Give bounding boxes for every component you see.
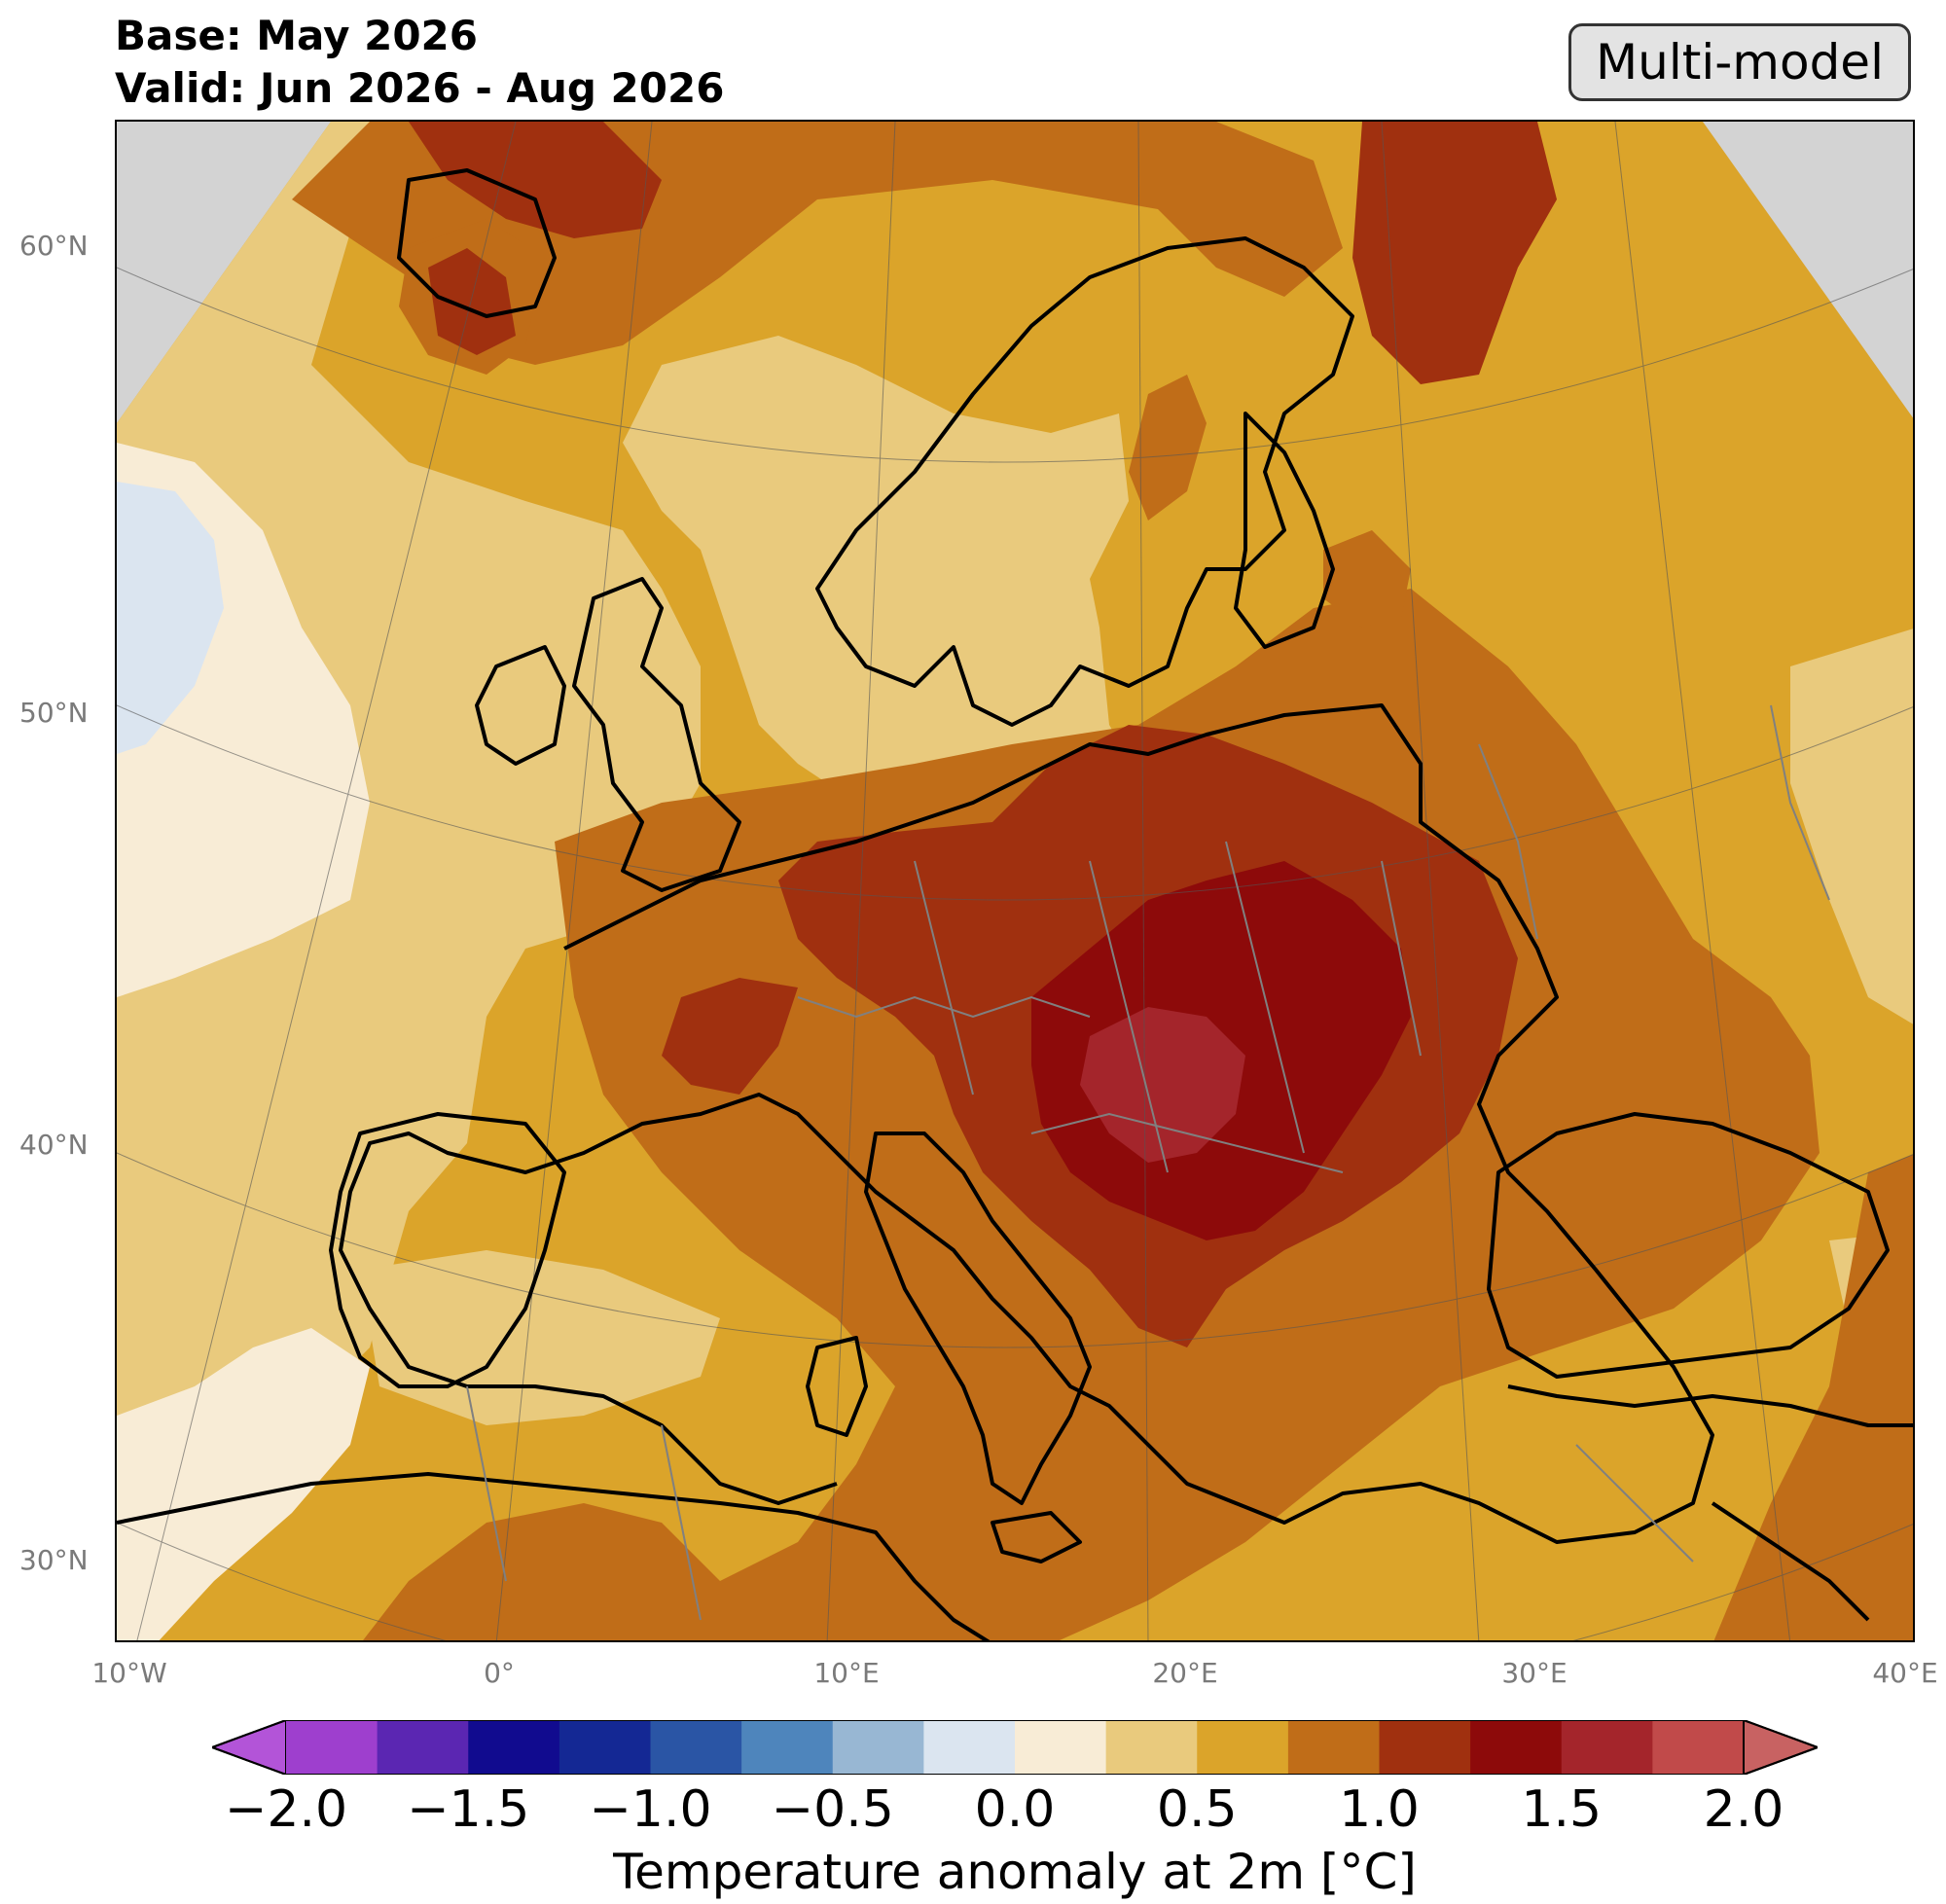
colorbar-tick-label: 2.0 xyxy=(1703,1780,1784,1839)
anomaly-map xyxy=(115,120,1915,1642)
colorbar-bin xyxy=(1015,1720,1107,1775)
lon-label-10w: 10°W xyxy=(91,1657,167,1689)
continent-coast xyxy=(339,703,1714,1544)
anomaly-0.25-east xyxy=(1790,629,1913,1024)
out-of-domain-ne xyxy=(1703,122,1913,418)
colorbar-bin xyxy=(377,1720,469,1775)
colorbar-bin xyxy=(468,1720,560,1775)
east-coast-segment xyxy=(1711,1501,1870,1622)
anomaly-0.0-iberia-west xyxy=(117,1328,370,1640)
colorbar-bin xyxy=(1470,1720,1563,1775)
colorbar-tick-label: −2.0 xyxy=(224,1780,348,1839)
colorbar-bin xyxy=(1652,1720,1745,1775)
colorbar-bin xyxy=(741,1720,834,1775)
colorbar-tick-label: 1.5 xyxy=(1521,1780,1603,1839)
lon-label-0: 0° xyxy=(484,1657,515,1689)
anomaly-1.0-france xyxy=(662,978,798,1095)
anomaly-neg0.25-atlantic xyxy=(117,482,224,754)
valid-period-label: Valid: Jun 2026 - Aug 2026 xyxy=(115,64,725,112)
lat-label-60n: 60°N xyxy=(19,230,89,262)
lat-label-30n: 30°N xyxy=(19,1544,89,1576)
colorbar-bin xyxy=(650,1720,742,1775)
anomaly-1.75-hungary xyxy=(1080,1007,1245,1163)
colorbar-bin xyxy=(1561,1720,1653,1775)
anomaly-0.25-west-atlantic xyxy=(117,122,701,1562)
north-africa-coast xyxy=(117,1472,991,1640)
finland-coast xyxy=(1234,412,1335,649)
base-date-label: Base: May 2026 xyxy=(115,12,478,59)
lat-label-40n: 40°N xyxy=(19,1129,89,1161)
colorbar-bin xyxy=(923,1720,1016,1775)
colorbar-bin xyxy=(286,1720,378,1775)
lat-label-50n: 50°N xyxy=(19,697,89,729)
colorbar-bin xyxy=(1197,1720,1289,1775)
model-badge: Multi-model xyxy=(1568,23,1911,101)
colorbar-tick-label: −1.5 xyxy=(407,1780,530,1839)
lon-label-40e: 40°E xyxy=(1872,1657,1938,1689)
colorbar-bin xyxy=(832,1720,924,1775)
colorbar-tick-label: 0.5 xyxy=(1156,1780,1238,1839)
italy-coast xyxy=(864,1132,1092,1505)
colorbar-tick-label: 1.0 xyxy=(1339,1780,1420,1839)
scandinavia-coast xyxy=(815,236,1354,727)
anomaly-0.75-finland xyxy=(1323,530,1411,628)
anomaly-0.25-north-africa-west xyxy=(360,1250,720,1425)
lon-label-20e: 20°E xyxy=(1152,1657,1218,1689)
anomaly-0.75-east-coast xyxy=(1713,1154,1913,1640)
britain-coast xyxy=(572,577,741,892)
coastlines xyxy=(117,168,1913,1640)
anomaly-1.0-iceland xyxy=(428,248,516,355)
iberia-coast xyxy=(329,1112,566,1388)
colorbar-bin xyxy=(1105,1720,1198,1775)
colorbar-title: Temperature anomaly at 2m [°C] xyxy=(613,1844,1417,1900)
colorbar-tick-label: −1.0 xyxy=(589,1780,712,1839)
sicily-coast xyxy=(991,1511,1082,1563)
anomaly-0.75-scandinavia xyxy=(1129,375,1207,521)
country-borders xyxy=(466,704,1830,1621)
anomaly-1.0-barents xyxy=(1352,122,1557,384)
ireland-coast xyxy=(475,645,566,766)
colorbar-extend-high xyxy=(1743,1720,1818,1775)
map-canvas xyxy=(117,122,1913,1640)
black-sea-coast xyxy=(1487,1112,1890,1379)
colorbar-extend-low xyxy=(212,1720,287,1775)
colorbar-tick-label: 0.0 xyxy=(974,1780,1056,1839)
colorbar-bin xyxy=(559,1720,651,1775)
colorbar xyxy=(212,1720,1818,1775)
colorbar-bin xyxy=(1379,1720,1471,1775)
colorbar-bin xyxy=(1287,1720,1380,1775)
iceland-coast xyxy=(397,168,557,318)
turkey-coast xyxy=(1507,1384,1913,1427)
lon-label-10e: 10°E xyxy=(813,1657,880,1689)
sardinia-coast xyxy=(806,1336,868,1437)
lon-label-30e: 30°E xyxy=(1501,1657,1568,1689)
anomaly-1.0-north xyxy=(409,122,662,238)
graticule xyxy=(117,122,1913,1640)
colorbar-tick-label: −0.5 xyxy=(771,1780,894,1839)
